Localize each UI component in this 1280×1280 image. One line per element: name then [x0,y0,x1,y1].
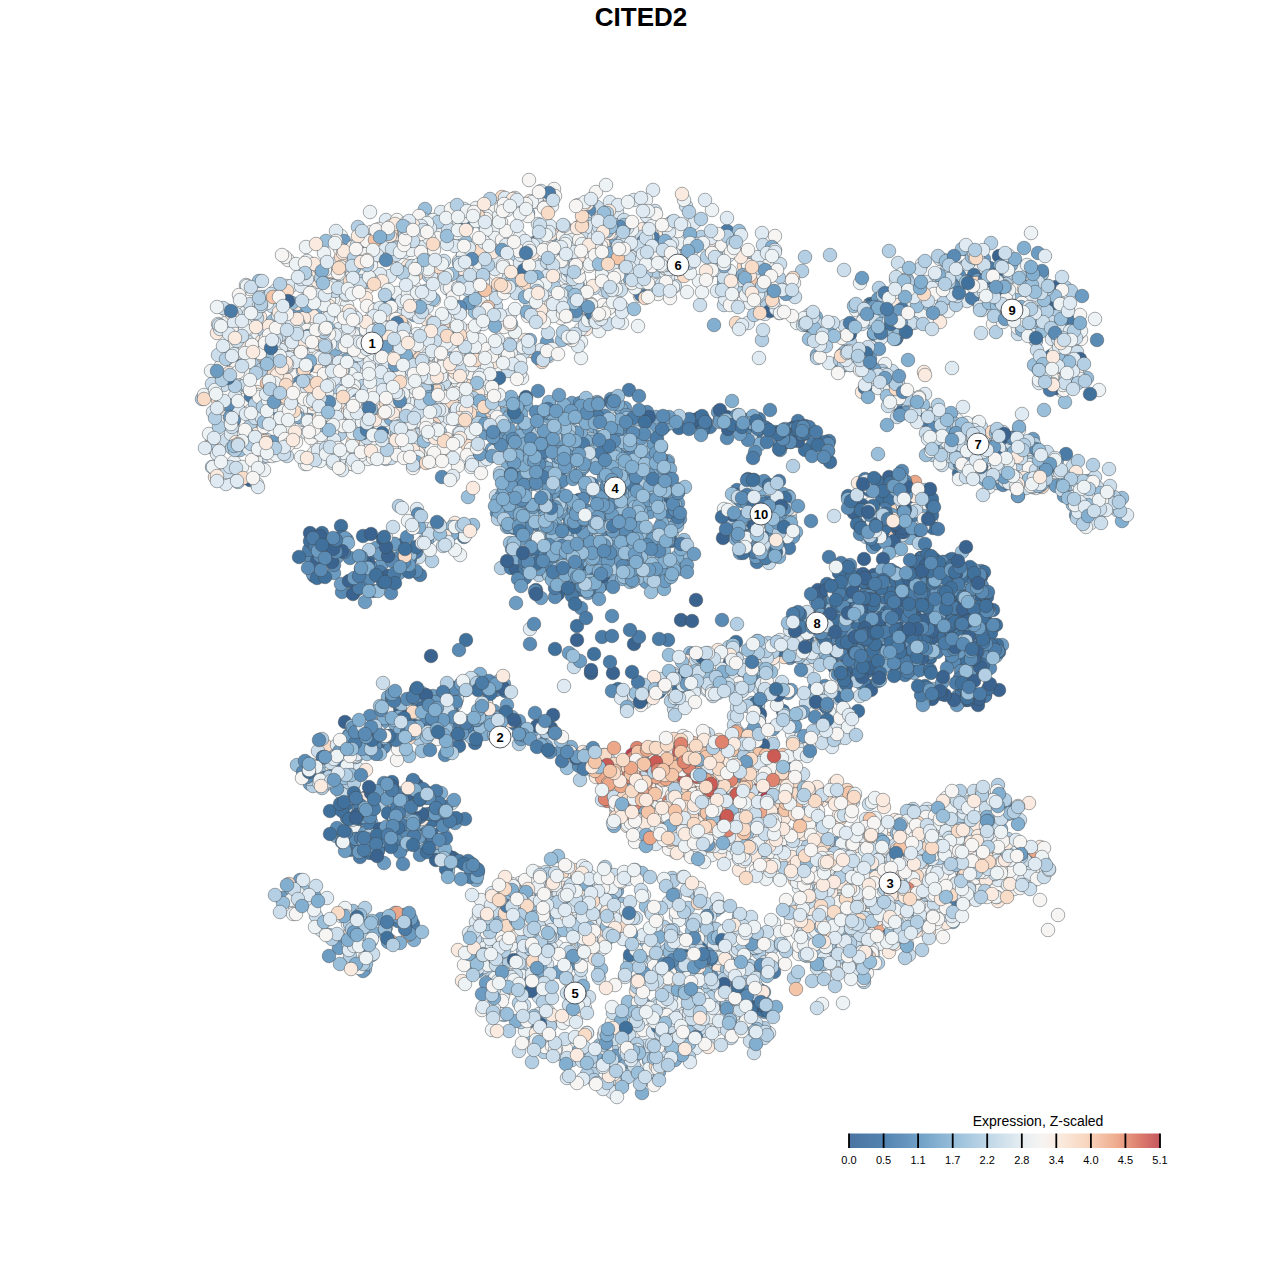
svg-text:4: 4 [611,481,619,496]
svg-text:2.2: 2.2 [980,1154,995,1166]
svg-text:0.0: 0.0 [841,1154,856,1166]
svg-text:10: 10 [754,507,768,522]
svg-text:4.0: 4.0 [1083,1154,1098,1166]
svg-text:0.5: 0.5 [876,1154,891,1166]
svg-text:1.1: 1.1 [910,1154,925,1166]
svg-text:8: 8 [813,616,820,631]
svg-text:5.1: 5.1 [1152,1154,1167,1166]
svg-text:4.5: 4.5 [1118,1154,1133,1166]
svg-text:5: 5 [571,986,578,1001]
svg-text:9: 9 [1008,303,1015,318]
svg-text:CITED2: CITED2 [595,2,687,32]
svg-text:3: 3 [886,876,893,891]
svg-text:1.7: 1.7 [945,1154,960,1166]
svg-text:6: 6 [674,258,681,273]
svg-text:2.8: 2.8 [1014,1154,1029,1166]
svg-text:Expression, Z-scaled: Expression, Z-scaled [973,1113,1104,1129]
svg-text:1: 1 [368,336,375,351]
svg-text:3.4: 3.4 [1049,1154,1064,1166]
svg-text:7: 7 [974,437,981,452]
svg-text:2: 2 [496,730,503,745]
